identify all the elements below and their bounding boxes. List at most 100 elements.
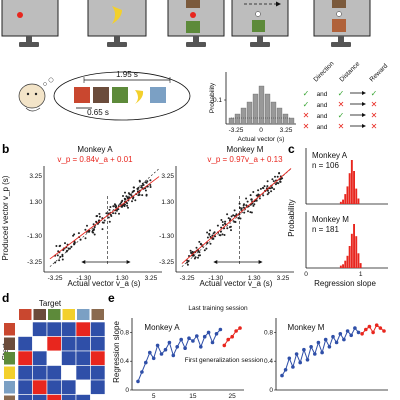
data-point: [101, 228, 104, 231]
slope-bar: [350, 160, 353, 204]
generalization-point: [371, 330, 375, 335]
data-point: [237, 217, 240, 219]
svg-text:Reward: Reward: [368, 62, 389, 83]
transition-cell: [75, 336, 91, 352]
data-point: [266, 180, 269, 183]
learning-curve-monkey-m: 0 0.4 0.8 Monkey M: [264, 318, 388, 394]
data-point: [229, 225, 232, 228]
x-tick-label: -3.25: [48, 275, 63, 282]
data-point: [259, 187, 262, 190]
data-point: [145, 194, 148, 197]
training-point: [313, 352, 317, 356]
cross-icon: ✕: [303, 111, 310, 120]
data-point: [240, 207, 243, 210]
data-point: [245, 197, 248, 200]
data-point: [255, 194, 258, 197]
data-point: [206, 242, 209, 245]
y-tick-label: -3.25: [159, 259, 174, 266]
data-point: [86, 224, 88, 227]
training-point: [140, 370, 144, 374]
x-tick-label: 5: [152, 393, 156, 400]
generalization-point: [364, 327, 368, 332]
generalization-point: [378, 326, 383, 330]
data-point: [233, 209, 236, 212]
data-point: [255, 199, 258, 202]
data-point: [72, 234, 75, 237]
data-point: [199, 254, 201, 257]
data-point: [138, 179, 141, 182]
monkey-label: Monkey A: [77, 145, 113, 154]
and-label: and: [317, 124, 328, 131]
and-label: and: [317, 91, 328, 98]
data-point: [230, 229, 232, 232]
image-thumbnail-icon: [332, 19, 346, 32]
data-point: [276, 175, 279, 178]
panel-c-label: c: [288, 142, 295, 156]
training-point: [179, 337, 183, 342]
svg-text:Probability: Probability: [209, 82, 216, 113]
cross-icon: ✕: [303, 122, 310, 131]
training-point: [320, 350, 324, 355]
data-point: [84, 237, 87, 240]
svg-text:0.1: 0.1: [213, 97, 222, 104]
svg-text:Distance: Distance: [338, 60, 361, 83]
panel-a: 1.95 s 0.65 s 0.1 Probability -3.25 0 3.…: [1, 0, 390, 143]
start-thumbnail-icon: [4, 337, 15, 350]
data-point: [249, 194, 252, 197]
data-point: [119, 202, 122, 205]
training-point: [309, 345, 313, 349]
x-tick-label: 25: [229, 393, 237, 400]
y-tick-label: 0.8: [120, 329, 129, 336]
data-point: [242, 206, 245, 209]
panel-e-ylabel: Regression slope: [112, 321, 121, 383]
transition-cell: [61, 379, 77, 395]
x-tick-label: 3.25: [277, 275, 290, 282]
data-point: [277, 182, 280, 185]
slope-bar: [357, 253, 360, 268]
data-point: [262, 187, 265, 190]
transition-cell: [90, 365, 106, 381]
data-point: [115, 209, 118, 212]
generalization-point: [222, 343, 227, 348]
training-point: [191, 339, 195, 343]
slope-bar: [346, 186, 349, 204]
transition-cell: [75, 394, 91, 400]
panel-d-start-label: Start: [1, 343, 10, 361]
stimulus-sequence: [74, 87, 166, 104]
data-point: [146, 180, 149, 183]
data-point: [257, 189, 260, 192]
start-thumbnail-icon: [4, 323, 15, 336]
data-point: [223, 222, 226, 225]
data-point: [132, 186, 135, 189]
data-point: [102, 221, 105, 224]
data-point: [208, 233, 211, 236]
hist-bar: [288, 117, 295, 125]
panel-b-label: b: [2, 142, 9, 156]
fixation-dot: [17, 12, 23, 18]
data-point: [272, 180, 275, 183]
transition-cell: [90, 350, 106, 366]
slope-bar: [344, 260, 347, 268]
x-tick-label: 1.30: [248, 275, 261, 282]
training-point: [187, 336, 191, 341]
data-point: [189, 249, 192, 252]
training-point: [175, 345, 179, 349]
screen-2: [87, 0, 147, 47]
data-point: [249, 211, 252, 214]
slope-bar: [344, 194, 347, 204]
arrow-head-icon: [362, 102, 366, 106]
data-point: [92, 229, 95, 231]
arrow-head-icon: [258, 260, 263, 264]
slope-bar: [348, 173, 351, 204]
transition-cell: [90, 394, 106, 400]
training-point: [331, 334, 335, 339]
sample-size-label: n = 181: [312, 225, 339, 234]
sample-size-label: n = 106: [312, 161, 339, 170]
data-point: [54, 261, 57, 264]
transition-cell: [32, 394, 48, 400]
fit-line: [49, 176, 160, 260]
data-point: [247, 210, 249, 213]
monkey-illustration-icon: [18, 77, 54, 112]
y-tick-label: -1.30: [159, 233, 174, 240]
screen-3: [167, 0, 225, 47]
